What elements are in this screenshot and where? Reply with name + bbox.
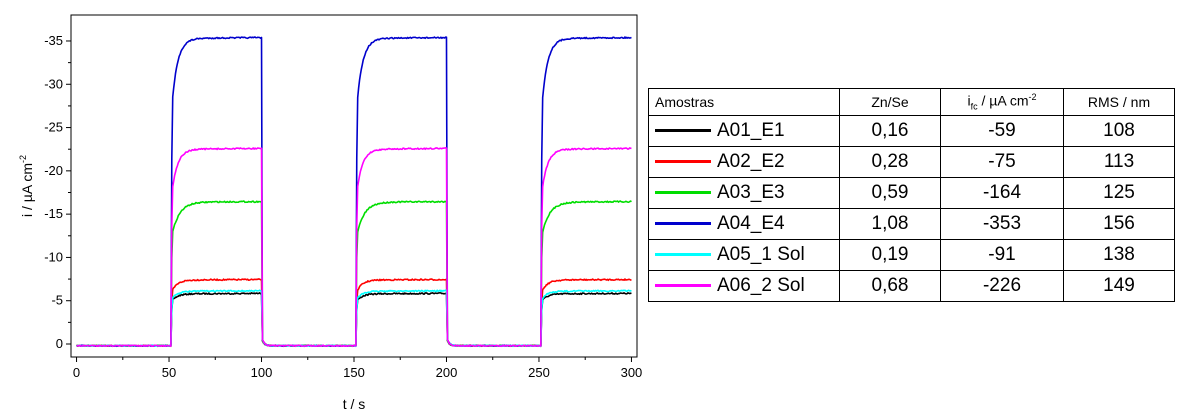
cell-sample: A03_E3 [648,177,840,209]
legend-swatch [655,253,711,257]
sample-name: A05_1 Sol [717,244,805,265]
table-row: A05_1 Sol 0,19 -91 138 [648,239,1175,271]
cell-rms: 138 [1063,239,1175,271]
sample-name: A03_E3 [717,182,785,203]
cell-znse: 0,68 [839,270,941,302]
legend-swatch [655,284,711,288]
cell-rms: 108 [1063,115,1175,147]
legend-swatch [655,160,711,164]
series-line-a02_e2 [76,278,632,348]
table-row: A02_E2 0,28 -75 113 [648,146,1175,178]
header-amostras: Amostras [648,88,840,116]
cell-ifc: -91 [940,239,1064,271]
cell-znse: 0,28 [839,146,941,178]
cell-ifc: -75 [940,146,1064,178]
cell-sample: A04_E4 [648,208,840,240]
cell-sample: A05_1 Sol [648,239,840,271]
x-tick-label: 100 [251,365,273,380]
header-ifc-unit: / µA cm [977,92,1029,109]
photocurrent-chart: 0 50 100 150 200 250 300 0 -5 -10 -15 -20 -25 -30 -35… [18,14,642,412]
y-axis-title-sup: -2 [18,155,28,163]
cell-rms: 156 [1063,208,1175,240]
legend-swatch [655,129,711,133]
x-axis: 0 50 100 150 200 250 300 [73,357,642,380]
cell-ifc: -226 [940,270,1064,302]
cell-ifc: -164 [940,177,1064,209]
table-row: A01_E1 0,16 -59 108 [648,115,1175,147]
y-tick-label: -35 [44,33,63,48]
x-tick-label: 50 [162,365,176,380]
cell-znse: 1,08 [839,208,941,240]
y-tick-label: -20 [44,163,63,178]
series-line-a03_e3 [76,200,632,348]
sample-name: A04_E4 [717,213,785,234]
plot-frame [70,14,638,358]
cell-znse: 0,59 [839,177,941,209]
series-line-a04_e4 [76,36,632,348]
table-body: A01_E1 0,16 -59 108 A02_E2 0,28 -75 113 … [648,115,1175,302]
series-line-a05_1-sol [76,289,632,348]
table-row: A03_E3 0,59 -164 125 [648,177,1175,209]
y-tick-label: -5 [51,293,63,308]
y-axis: 0 -5 -10 -15 -20 -25 -30 -35 [44,33,71,351]
x-tick-label: 150 [343,365,365,380]
cell-ifc: -353 [940,208,1064,240]
header-ifc-i: i [967,92,971,109]
x-axis-title: t / s [343,396,366,412]
series-line-a06_2-sol [76,147,632,348]
header-rms: RMS / nm [1063,88,1175,116]
table-row: A06_2 Sol 0,68 -226 149 [648,270,1175,302]
legend-swatch [655,191,711,195]
cell-sample: A06_2 Sol [648,270,840,302]
table-header-row: Amostras Zn/Se ifc / µA cm-2 RMS / nm [648,88,1175,116]
sample-name: A06_2 Sol [717,275,805,296]
y-tick-label: -10 [44,249,63,264]
y-tick-label: -25 [44,120,63,135]
x-tick-label: 300 [621,365,643,380]
x-tick-label: 200 [436,365,458,380]
header-ifc: ifc / µA cm-2 [940,88,1064,116]
y-tick-label: -30 [44,76,63,91]
series-lines [75,36,632,348]
header-znse: Zn/Se [839,88,941,116]
cell-znse: 0,16 [839,115,941,147]
cell-sample: A02_E2 [648,146,840,178]
header-ifc-sup: -2 [1028,92,1037,103]
samples-table: Amostras Zn/Se ifc / µA cm-2 RMS / nm A0… [648,88,1175,302]
y-tick-label: 0 [56,336,63,351]
sample-name: A02_E2 [717,151,785,172]
sample-name: A01_E1 [717,120,785,141]
y-tick-label: -15 [44,206,63,221]
cell-znse: 0,19 [839,239,941,271]
y-axis-title-main: i / µA cm [19,163,35,217]
cell-ifc: -59 [940,115,1064,147]
cell-rms: 149 [1063,270,1175,302]
table-row: A04_E4 1,08 -353 156 [648,208,1175,240]
legend-swatch [655,222,711,226]
x-tick-label: 250 [528,365,550,380]
x-tick-label: 0 [73,365,80,380]
cell-rms: 125 [1063,177,1175,209]
cell-rms: 113 [1063,146,1175,178]
header-ifc-sub: fc [970,101,978,112]
y-axis-title: i / µA cm-2 [18,155,35,217]
cell-sample: A01_E1 [648,115,840,147]
series-line-a01_e1 [75,292,632,348]
